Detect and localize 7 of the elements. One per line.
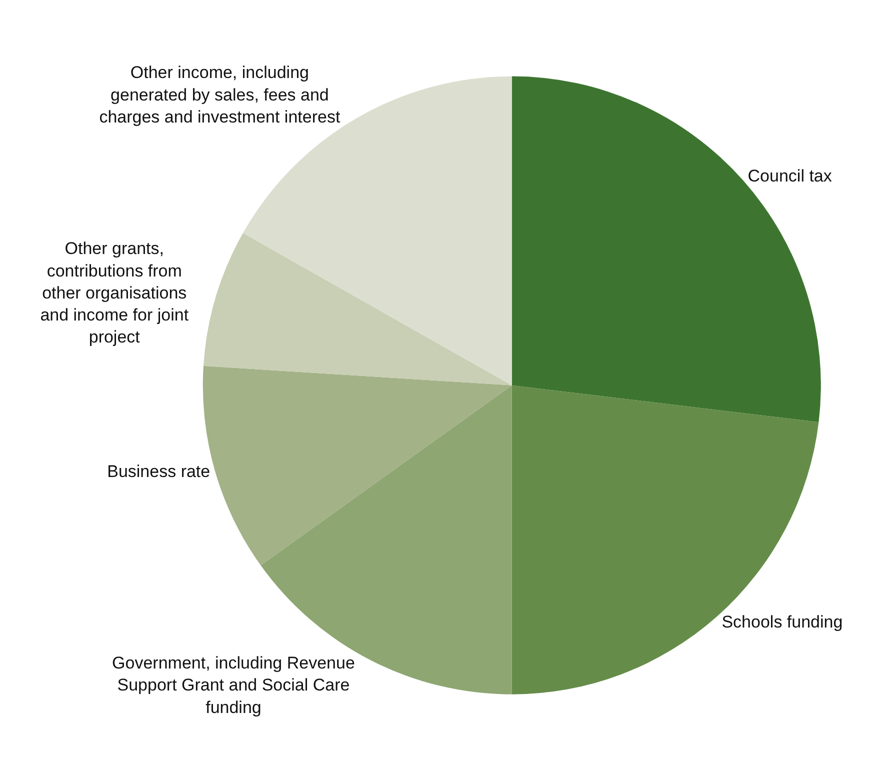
slice-label: Council tax — [748, 166, 832, 186]
slice-label: Other income, including generated by sales, fees and charges and investment interest — [99, 63, 340, 126]
slice-label: Government, including Revenue Support Grant and Social Care funding — [112, 654, 355, 717]
slice-label: Schools funding — [722, 612, 843, 632]
slice-label: Business rate — [107, 462, 210, 481]
pie-slice — [203, 233, 512, 386]
slice-label: Other grants, contributions from other organisations and income for joint project — [40, 239, 189, 347]
